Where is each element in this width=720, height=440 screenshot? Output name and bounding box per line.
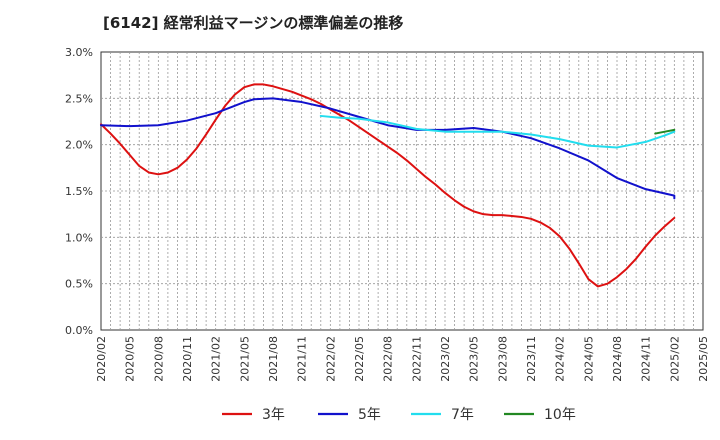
series-line-0 bbox=[100, 83, 676, 288]
x-tick-label: 2024/05 bbox=[582, 336, 595, 382]
series-line-2 bbox=[319, 114, 676, 149]
x-tick-label: 2022/05 bbox=[353, 336, 366, 382]
x-tick-label: 2022/08 bbox=[382, 336, 395, 382]
y-tick-label: 1.0% bbox=[65, 231, 93, 244]
x-tick-label: 2022/11 bbox=[410, 336, 423, 382]
x-tick-label: 2021/11 bbox=[296, 336, 309, 382]
legend-label-3: 10年 bbox=[544, 407, 576, 423]
y-tick-label: 2.0% bbox=[65, 139, 93, 152]
x-tick-label: 2024/02 bbox=[554, 336, 567, 382]
y-tick-label: 0.5% bbox=[65, 278, 93, 291]
y-tick-label: 0.0% bbox=[65, 324, 93, 337]
chart-title: [6142] 経常利益マージンの標準偏差の推移 bbox=[103, 14, 404, 32]
legend-label-0: 3年 bbox=[262, 407, 285, 423]
y-tick-label: 3.0% bbox=[65, 46, 93, 59]
x-tick-label: 2020/05 bbox=[124, 336, 137, 382]
x-tick-label: 2024/11 bbox=[640, 336, 653, 382]
x-tick-label: 2025/02 bbox=[668, 336, 681, 382]
legend-label-2: 7年 bbox=[451, 407, 474, 423]
y-tick-label: 1.5% bbox=[65, 185, 93, 198]
x-tick-label: 2023/08 bbox=[496, 336, 509, 382]
x-tick-label: 2020/11 bbox=[181, 336, 194, 382]
x-tick-label: 2021/02 bbox=[210, 336, 223, 382]
x-tick-label: 2022/02 bbox=[324, 336, 337, 382]
series-line-1 bbox=[100, 97, 676, 200]
series-line-3 bbox=[654, 128, 676, 135]
x-tick-label: 2023/05 bbox=[468, 336, 481, 382]
x-tick-label: 2021/05 bbox=[238, 336, 251, 382]
y-tick-label: 2.5% bbox=[65, 92, 93, 105]
x-tick-label: 2025/05 bbox=[697, 336, 710, 382]
x-tick-label: 2023/02 bbox=[439, 336, 452, 382]
x-tick-label: 2024/08 bbox=[611, 336, 624, 382]
legend-label-1: 5年 bbox=[358, 407, 381, 423]
x-tick-label: 2021/08 bbox=[267, 336, 280, 382]
x-tick-label: 2020/08 bbox=[152, 336, 165, 382]
x-tick-label: 2023/11 bbox=[525, 336, 538, 382]
x-tick-label: 2020/02 bbox=[95, 336, 108, 382]
